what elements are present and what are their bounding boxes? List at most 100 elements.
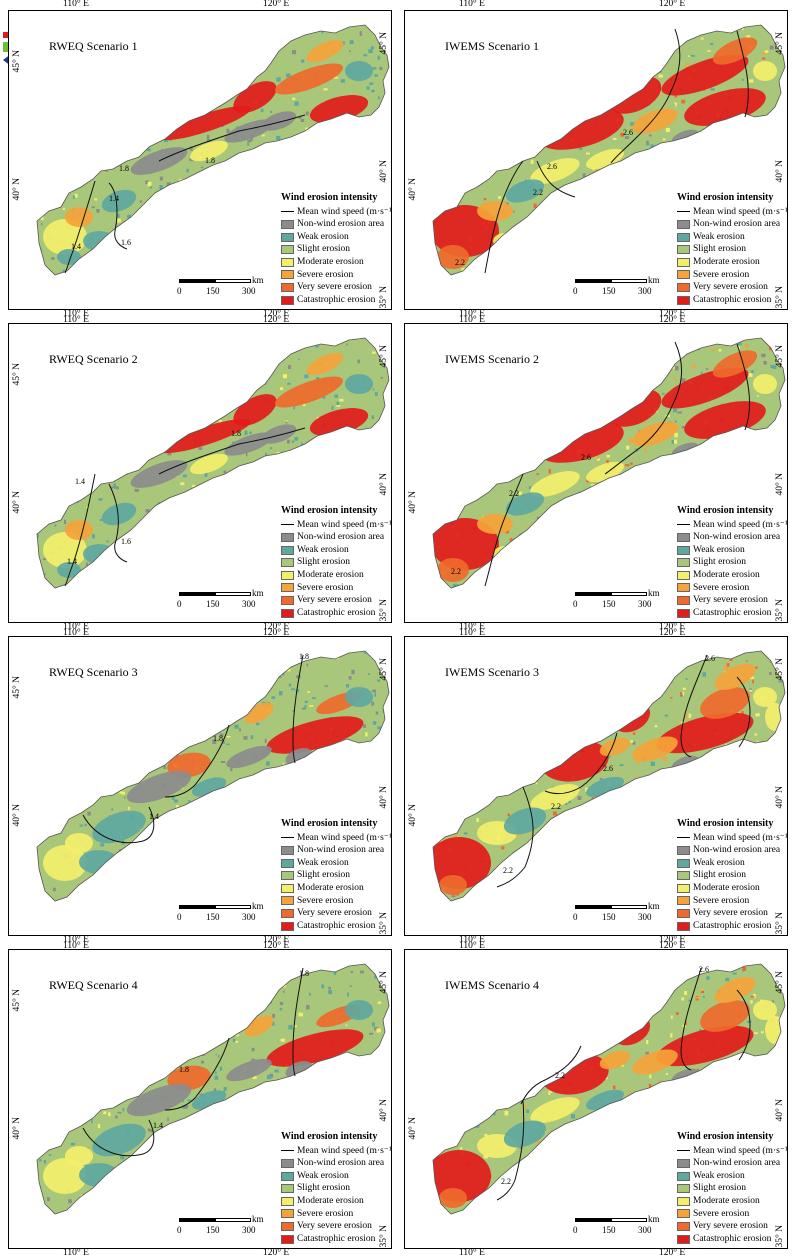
coordinate-label: 110° E bbox=[459, 315, 485, 325]
texture-speck bbox=[499, 451, 503, 455]
texture-speck bbox=[723, 351, 727, 356]
texture-speck bbox=[461, 1107, 465, 1111]
wind-speed-contour bbox=[108, 483, 128, 563]
texture-speck bbox=[590, 1049, 593, 1052]
texture-speck bbox=[631, 527, 634, 530]
texture-speck bbox=[231, 887, 235, 891]
texture-speck bbox=[574, 1046, 578, 1049]
texture-speck bbox=[505, 752, 508, 754]
texture-speck bbox=[71, 1015, 76, 1018]
texture-speck bbox=[123, 25, 126, 28]
texture-speck bbox=[282, 374, 287, 379]
erosion-patch bbox=[714, 664, 756, 690]
texture-speck bbox=[688, 713, 692, 718]
texture-speck bbox=[311, 1092, 316, 1095]
texture-speck bbox=[337, 651, 343, 655]
texture-speck bbox=[60, 66, 63, 68]
texture-speck bbox=[453, 469, 455, 472]
texture-speck bbox=[153, 488, 158, 491]
texture-speck bbox=[579, 35, 582, 38]
texture-speck bbox=[523, 895, 526, 900]
scale-bar-segment bbox=[180, 906, 216, 908]
texture-speck bbox=[698, 710, 702, 715]
texture-speck bbox=[461, 397, 464, 403]
texture-speck bbox=[368, 439, 371, 444]
erosion-patch bbox=[92, 1123, 146, 1157]
texture-speck bbox=[114, 570, 118, 574]
texture-speck bbox=[342, 41, 345, 45]
texture-speck bbox=[336, 405, 341, 407]
texture-speck bbox=[121, 791, 125, 795]
texture-speck bbox=[776, 730, 781, 734]
texture-speck bbox=[647, 777, 650, 780]
texture-speck bbox=[59, 406, 64, 410]
legend-item-wind-speed: Mean wind speed (m·s⁻¹) bbox=[677, 832, 787, 845]
texture-speck bbox=[195, 804, 198, 809]
texture-speck bbox=[441, 188, 444, 191]
legend-item: Weak erosion bbox=[281, 544, 391, 557]
texture-speck bbox=[482, 410, 486, 414]
texture-speck bbox=[321, 984, 325, 989]
texture-speck bbox=[745, 344, 749, 349]
texture-speck bbox=[692, 165, 698, 170]
texture-speck bbox=[41, 1051, 45, 1056]
texture-speck bbox=[688, 999, 691, 1002]
texture-speck bbox=[725, 1074, 729, 1079]
texture-speck bbox=[159, 417, 162, 422]
texture-speck bbox=[89, 481, 93, 486]
texture-speck bbox=[433, 86, 436, 89]
texture-speck bbox=[620, 839, 625, 842]
legend-swatch bbox=[281, 1221, 294, 1231]
legend-swatch bbox=[677, 219, 690, 229]
texture-speck bbox=[667, 252, 671, 256]
legend-label: Very severe erosion bbox=[297, 595, 372, 606]
texture-speck bbox=[59, 84, 63, 88]
texture-speck bbox=[657, 201, 660, 205]
texture-speck bbox=[635, 157, 640, 161]
coordinate-label: 120° E bbox=[263, 0, 290, 9]
texture-speck bbox=[108, 264, 112, 268]
texture-speck bbox=[517, 861, 521, 864]
texture-speck bbox=[72, 278, 74, 282]
texture-speck bbox=[537, 842, 540, 846]
texture-speck bbox=[371, 809, 374, 813]
scale-bar-segment bbox=[180, 280, 216, 282]
texture-speck bbox=[377, 57, 381, 60]
panel-title: IWEMS Scenario 2 bbox=[445, 352, 539, 366]
texture-speck bbox=[93, 273, 96, 275]
texture-speck bbox=[291, 490, 295, 495]
texture-speck bbox=[695, 997, 700, 999]
texture-speck bbox=[433, 697, 434, 702]
texture-speck bbox=[633, 1155, 637, 1160]
texture-speck bbox=[769, 672, 772, 676]
texture-speck bbox=[472, 699, 476, 704]
texture-speck bbox=[662, 757, 667, 762]
texture-speck bbox=[175, 195, 178, 200]
texture-speck bbox=[574, 252, 577, 255]
texture-speck bbox=[278, 592, 280, 597]
texture-speck bbox=[382, 998, 385, 1000]
legend-label: Non-wind erosion area bbox=[693, 219, 781, 230]
texture-speck bbox=[192, 1139, 196, 1144]
texture-speck bbox=[663, 519, 667, 522]
texture-speck bbox=[328, 478, 333, 482]
texture-speck bbox=[40, 409, 43, 412]
texture-speck bbox=[665, 474, 667, 477]
erosion-patch bbox=[437, 245, 469, 269]
legend-swatch bbox=[281, 908, 294, 918]
texture-speck bbox=[473, 345, 476, 348]
texture-speck bbox=[81, 394, 85, 399]
wind-speed-contour bbox=[496, 1099, 525, 1201]
texture-speck bbox=[266, 980, 271, 983]
texture-speck bbox=[518, 1172, 522, 1177]
texture-speck bbox=[711, 1071, 716, 1076]
texture-speck bbox=[104, 409, 110, 413]
texture-speck bbox=[103, 1057, 105, 1059]
texture-speck bbox=[277, 726, 279, 730]
texture-speck bbox=[548, 990, 551, 994]
texture-speck bbox=[562, 523, 565, 528]
texture-speck bbox=[60, 432, 66, 434]
texture-speck bbox=[631, 702, 636, 705]
texture-speck bbox=[557, 718, 561, 722]
legend-label: Mean wind speed (m·s⁻¹) bbox=[297, 519, 392, 530]
